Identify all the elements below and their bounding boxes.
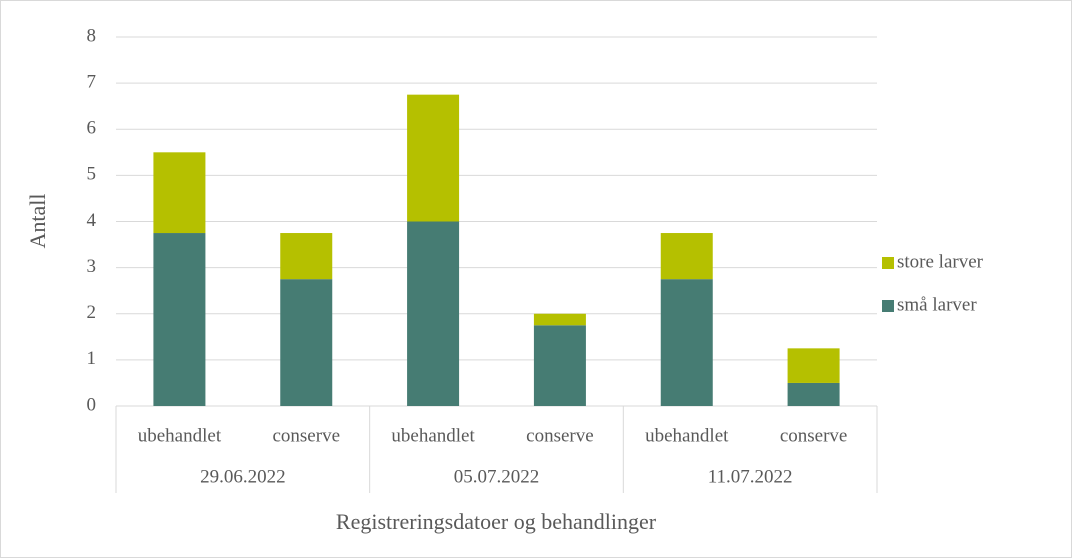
y-tick-label: 8 (87, 25, 97, 46)
x-tick-label: conserve (526, 425, 594, 446)
bar-segment (407, 221, 460, 406)
group-label: 11.07.2022 (708, 466, 793, 487)
bar-segment (407, 94, 460, 222)
x-tick-label: conserve (272, 425, 340, 446)
x-axis-title: Registreringsdatoer og behandlinger (336, 509, 657, 534)
legend-swatch (882, 300, 894, 312)
bar-segment (787, 382, 840, 406)
group-label: 29.06.2022 (200, 466, 286, 487)
x-tick-label: ubehandlet (645, 425, 729, 446)
legend-swatch (882, 257, 894, 269)
bar-segment (533, 325, 586, 406)
bar-segment (153, 152, 206, 234)
bar-segment (533, 313, 586, 326)
bar-segment (660, 279, 713, 406)
group-label: 05.07.2022 (454, 466, 540, 487)
y-tick-label: 0 (87, 394, 97, 415)
bar-segment (153, 233, 206, 406)
y-tick-label: 3 (87, 256, 97, 277)
bar-segment (660, 233, 713, 280)
y-tick-label: 4 (87, 210, 97, 231)
y-tick-label: 6 (87, 118, 97, 139)
bar-segment (787, 348, 840, 383)
legend-label: store larver (897, 251, 984, 272)
legend-label: små larver (897, 294, 977, 315)
y-tick-label: 1 (87, 348, 97, 369)
y-tick-label: 7 (87, 71, 97, 92)
bar-segment (280, 279, 333, 406)
y-axis-title: Antall (25, 194, 50, 249)
y-tick-label: 5 (87, 164, 97, 185)
y-tick-label: 2 (87, 302, 97, 323)
x-tick-label: ubehandlet (138, 425, 222, 446)
bar-segment (280, 233, 333, 280)
x-tick-label: conserve (780, 425, 848, 446)
x-tick-label: ubehandlet (391, 425, 475, 446)
